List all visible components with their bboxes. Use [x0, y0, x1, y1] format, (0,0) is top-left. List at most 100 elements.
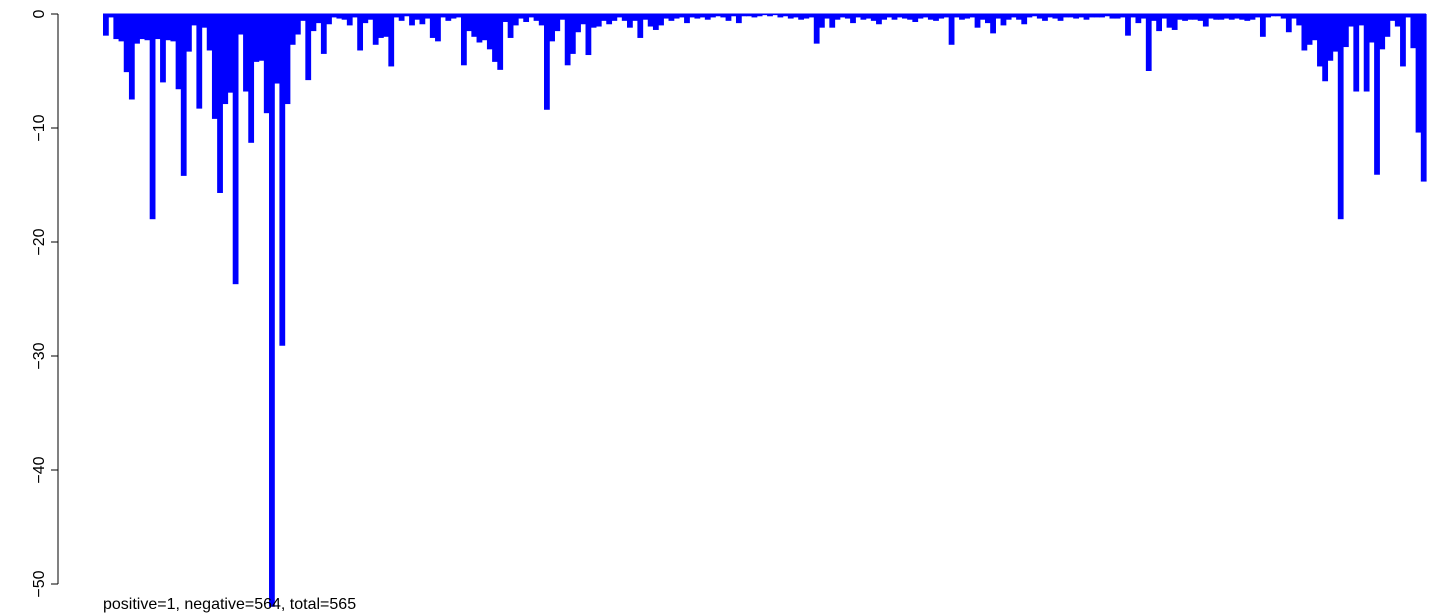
bar [1171, 14, 1178, 30]
bar [544, 14, 550, 110]
bar [829, 14, 836, 28]
bar [1156, 14, 1162, 32]
bar [1239, 14, 1246, 20]
bar [492, 14, 498, 62]
bar [632, 14, 638, 21]
bar [1166, 14, 1173, 28]
bar [564, 14, 571, 66]
bar [948, 14, 955, 45]
bar [310, 14, 317, 32]
bar [435, 14, 441, 42]
bar [497, 14, 504, 70]
bar [486, 14, 493, 50]
bar [279, 14, 286, 346]
bar [424, 14, 431, 19]
bar [1389, 14, 1396, 21]
bar [1093, 14, 1100, 18]
bar [1259, 14, 1266, 37]
bar [953, 14, 960, 18]
bar [460, 14, 467, 66]
bar [284, 14, 291, 105]
bar [217, 14, 223, 193]
bar [352, 14, 358, 18]
bar [585, 14, 592, 56]
bar [1405, 14, 1412, 18]
bar [1218, 14, 1225, 20]
y-tick-label: −10 [31, 114, 48, 141]
bar [191, 14, 197, 26]
bar [455, 14, 462, 18]
bar [549, 14, 555, 42]
bar [1285, 14, 1292, 33]
y-axis: 0 −10 −20 −30 −40 −50 [31, 9, 59, 598]
bar [346, 14, 353, 26]
bar [1000, 14, 1007, 26]
bar [964, 14, 971, 19]
bar [1208, 14, 1214, 19]
bar [180, 14, 187, 176]
bar [782, 14, 789, 17]
bar [704, 14, 711, 20]
bar [1182, 14, 1188, 21]
bar [1384, 14, 1391, 37]
bar [367, 14, 374, 20]
bar [258, 14, 265, 61]
bar [834, 14, 841, 20]
bar [1280, 14, 1287, 19]
bar [891, 14, 898, 20]
bar [1410, 14, 1417, 49]
bar [642, 14, 649, 20]
bar [927, 14, 934, 20]
bar [1327, 14, 1334, 61]
bar [715, 14, 721, 17]
bar [1228, 14, 1235, 20]
bar [647, 14, 654, 27]
bar [922, 14, 929, 18]
bar [938, 14, 945, 19]
bar [289, 14, 296, 45]
bar [414, 14, 421, 20]
bar [341, 14, 348, 20]
bar [1047, 14, 1054, 18]
bar [1363, 14, 1370, 92]
bar [300, 14, 306, 21]
bar [865, 14, 872, 19]
bar [1348, 14, 1354, 27]
bar [787, 14, 794, 19]
bar [881, 14, 888, 20]
bar [907, 14, 913, 20]
bar [232, 14, 239, 285]
bar [175, 14, 182, 90]
bar [772, 14, 779, 16]
bar [518, 14, 524, 19]
bar [398, 14, 405, 21]
bar [383, 14, 389, 37]
bar [362, 14, 369, 24]
bar [912, 14, 919, 22]
bar [590, 14, 597, 28]
bar [1109, 14, 1116, 19]
bar [901, 14, 908, 19]
bar [170, 14, 177, 42]
bar [969, 14, 976, 18]
bar [331, 14, 338, 18]
bar [1317, 14, 1323, 67]
bar [710, 14, 716, 18]
bar [1275, 14, 1282, 17]
bar [1057, 14, 1064, 21]
bar [855, 14, 862, 18]
bar [917, 14, 924, 19]
bar [1145, 14, 1152, 71]
bar [419, 14, 426, 25]
bar [211, 14, 218, 119]
bar [850, 14, 856, 24]
bar [165, 14, 172, 41]
bar [663, 14, 670, 19]
bar [756, 14, 763, 17]
bar [1301, 14, 1308, 51]
bar [1420, 14, 1427, 182]
bar [305, 14, 312, 81]
bar [580, 14, 587, 25]
bar [481, 14, 488, 41]
bar [528, 14, 535, 18]
